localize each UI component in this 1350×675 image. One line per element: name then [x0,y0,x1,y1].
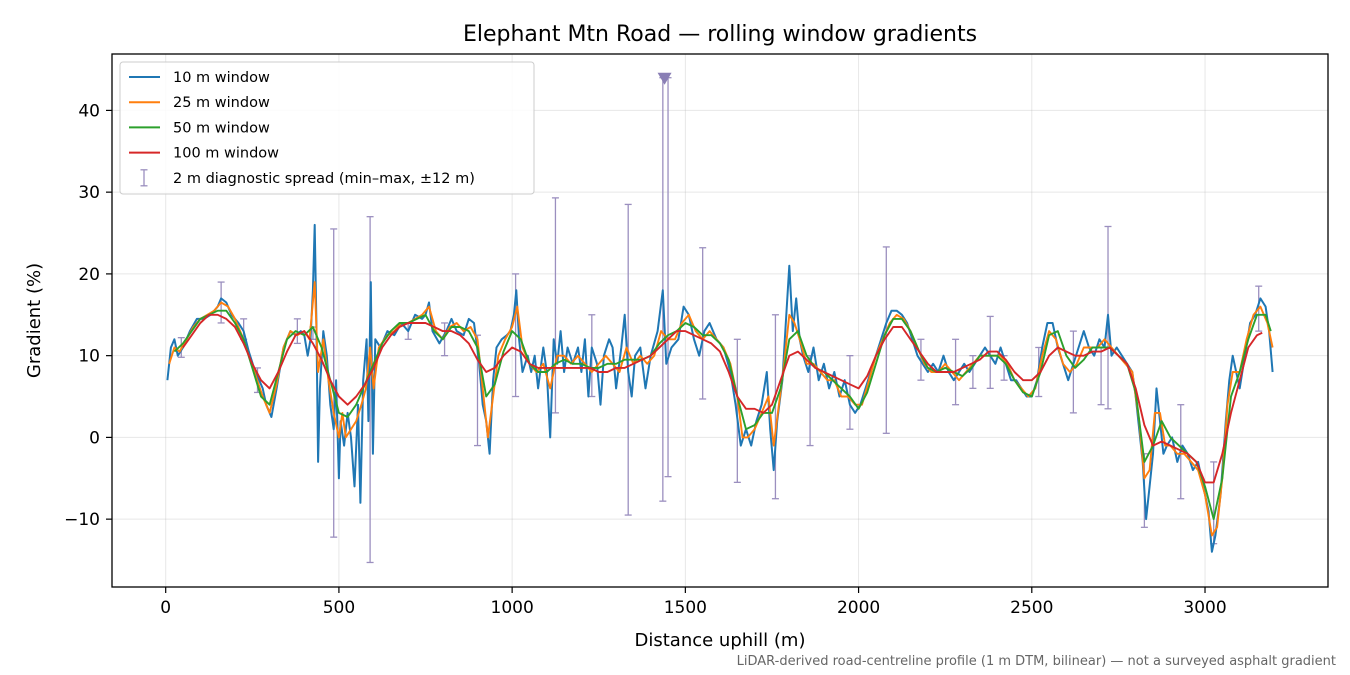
x-tick-label: 2500 [1010,598,1053,618]
legend-label: 100 m window [173,146,279,162]
error-bar [551,197,559,414]
error-bar [441,322,449,357]
y-tick-label: 0 [89,428,100,448]
legend-label: 10 m window [173,70,270,86]
error-bar [882,246,890,434]
series-lines [166,223,1274,553]
x-axis-label: Distance uphill (m) [635,630,806,651]
y-axis-ticks: −10 0 10 20 30 40 [64,101,112,530]
legend-box [119,61,535,195]
plot-frame [111,53,1329,588]
footnote: LiDAR-derived road-centreline profile (1… [737,654,1336,669]
series-line-4 [182,313,1263,484]
y-tick-label: 40 [78,101,100,121]
outlier-marker [657,72,672,85]
y-tick-label: 20 [78,265,100,285]
x-tick-label: 500 [323,598,355,618]
error-bar [771,314,779,500]
y-axis-label: Gradient (%) [24,263,45,378]
x-axis-ticks: 0 500 1000 1500 2000 2500 3000 [160,587,1227,618]
series-line-3 [173,309,1272,521]
legend-label: 25 m window [173,95,270,111]
triangle-down-marker [657,72,672,85]
legend-label: 2 m diagnostic spread (min–max, ±12 m) [173,171,475,187]
error-bar [664,77,672,478]
error-bar [969,355,977,390]
chart-title: Elephant Mtn Road — rolling window gradi… [463,22,977,47]
x-tick-label: 1500 [664,598,707,618]
legend-label: 50 m window [173,120,270,136]
x-tick-label: 0 [160,598,171,618]
error-bar [366,216,374,564]
y-tick-label: 30 [78,183,100,203]
error-bar [699,247,707,400]
x-tick-label: 2000 [837,598,880,618]
y-tick-label: 10 [78,347,100,367]
x-tick-label: 3000 [1183,598,1226,618]
error-bar [846,355,854,430]
error-bar [330,228,338,538]
x-tick-label: 1000 [491,598,534,618]
legend: 10 m window 25 m window 50 m window 100 m w… [119,61,535,195]
y-tick-label: −10 [64,510,100,530]
error-bar [1069,330,1077,414]
